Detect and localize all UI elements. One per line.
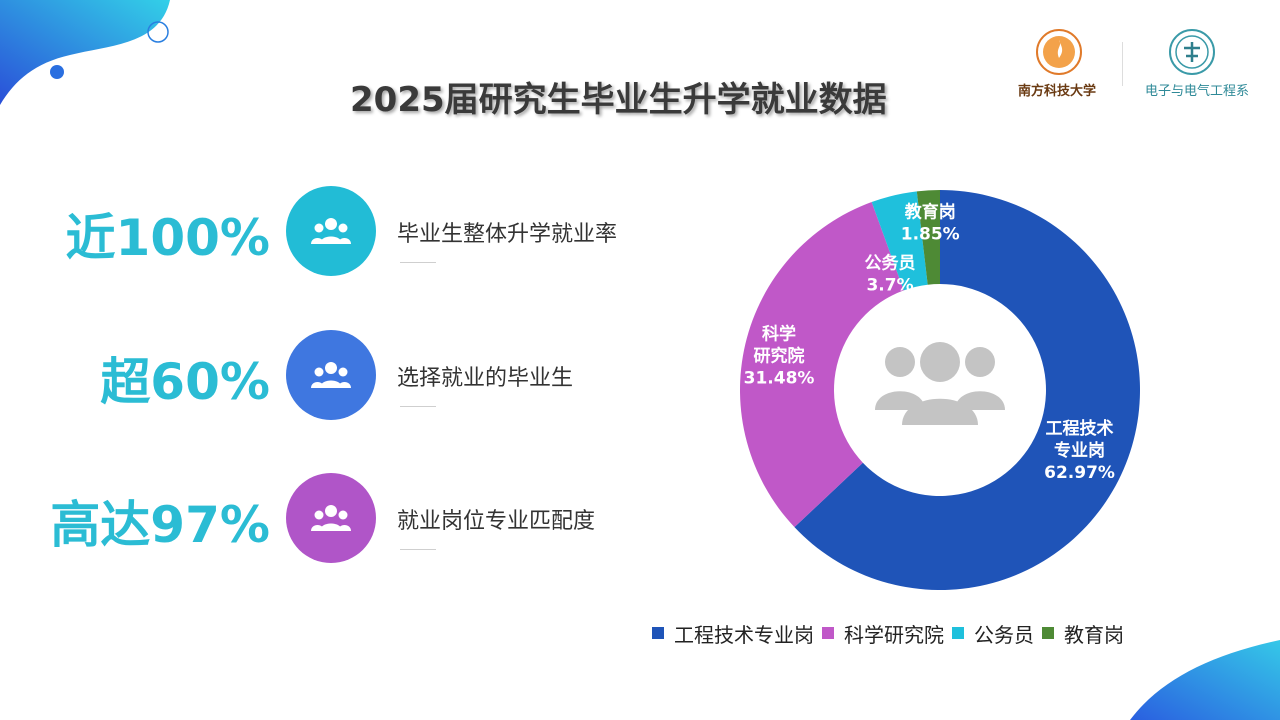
people-icon xyxy=(286,473,376,563)
stat-label: 选择就业的毕业生 xyxy=(397,366,574,391)
stat-value: 高达97% xyxy=(50,496,270,554)
department-name: 电子与电气工程系 xyxy=(1145,84,1250,99)
divider xyxy=(400,262,436,263)
stat-value: 超60% xyxy=(100,353,270,411)
logo-divider xyxy=(1122,42,1123,86)
university-logo-icon xyxy=(1036,29,1082,75)
legend-swatch xyxy=(1042,627,1054,639)
divider xyxy=(400,406,436,407)
stat-label: 就业岗位专业匹配度 xyxy=(397,509,596,534)
donut-slice-0 xyxy=(794,190,1140,590)
department-logo-icon xyxy=(1169,29,1215,75)
donut-chart: 工程技术专业岗 62.97% 科学研究院 31.48% 公务员 3.7% 教育岗 1.85% xyxy=(740,190,1140,590)
legend-swatch xyxy=(822,627,834,639)
top-left-decoration xyxy=(0,0,170,105)
legend-item: 工程技术专业岗 xyxy=(652,619,814,648)
slice-label-1: 科学研究院 31.48% xyxy=(744,323,815,388)
slice-label-0: 工程技术专业岗 62.97% xyxy=(1044,418,1115,483)
people-icon xyxy=(286,186,376,276)
legend-swatch xyxy=(652,627,664,639)
donut-slice-3 xyxy=(916,190,940,285)
legend-label: 工程技术专业岗 xyxy=(674,622,814,647)
page-title: 2025届研究生毕业生升学就业数据 xyxy=(350,80,887,120)
legend-label: 科学研究院 xyxy=(844,622,944,647)
people-group-icon xyxy=(875,342,1005,425)
donut-slice-2 xyxy=(871,191,928,291)
legend-item: 科学研究院 xyxy=(822,619,944,648)
legend-label: 公务员 xyxy=(974,622,1034,647)
chart-legend: 工程技术专业岗 科学研究院 公务员 教育岗 xyxy=(652,618,1132,648)
donut-slice-1 xyxy=(740,202,904,528)
stat-row-match: 高达97% 就业岗位专业匹配度 xyxy=(0,473,700,563)
legend-item: 公务员 xyxy=(952,619,1034,648)
legend-swatch xyxy=(952,627,964,639)
stat-row-overall-rate: 近100% 毕业生整体升学就业率 xyxy=(0,186,700,276)
slice-label-3: 教育岗 1.85% xyxy=(901,201,960,244)
bottom-right-decoration xyxy=(1130,640,1280,720)
slice-label-2: 公务员 3.7% xyxy=(865,252,916,295)
legend-label: 教育岗 xyxy=(1064,622,1124,647)
stat-value: 近100% xyxy=(65,209,270,267)
stat-row-employment: 超60% 选择就业的毕业生 xyxy=(0,330,700,420)
stat-label: 毕业生整体升学就业率 xyxy=(397,222,618,247)
legend-item: 教育岗 xyxy=(1042,619,1124,648)
divider xyxy=(400,549,436,550)
people-icon xyxy=(286,330,376,420)
university-name: 南方科技大学 xyxy=(1018,84,1097,99)
